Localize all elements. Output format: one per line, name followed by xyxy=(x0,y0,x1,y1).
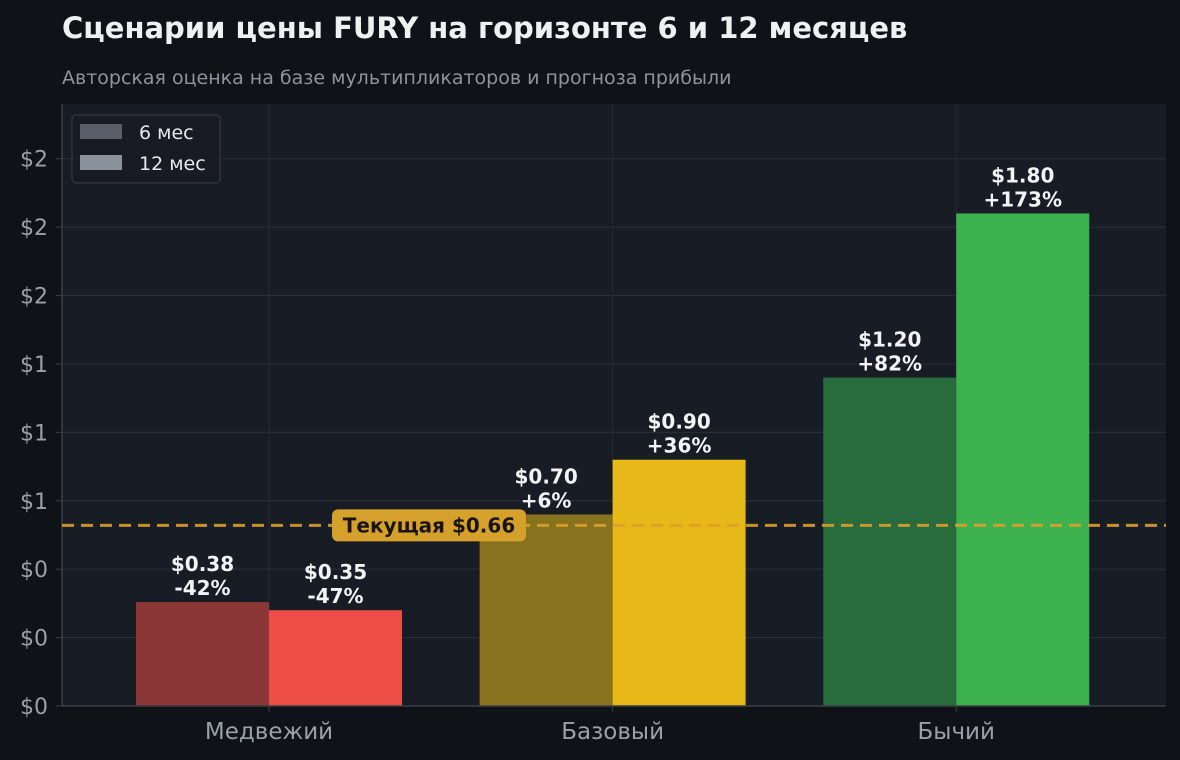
y-tick-label: $1 xyxy=(20,490,48,515)
y-tick-label: $2 xyxy=(20,148,48,173)
legend: 6 мес 12 мес xyxy=(71,114,221,184)
y-tick-label: $1 xyxy=(20,421,48,446)
category-label: Базовый xyxy=(561,719,664,745)
bar-change-label: +82% xyxy=(857,352,922,376)
bar-6m-2 xyxy=(823,377,957,706)
chart-title: Сценарии цены FURY на горизонте 6 и 12 м… xyxy=(62,11,907,45)
bar-value-label: $0.38 xyxy=(171,552,234,576)
category-label: Бычий xyxy=(918,719,995,745)
bar-6m-1 xyxy=(479,514,613,706)
bar-value-label: $0.70 xyxy=(514,464,577,488)
legend-swatch-6m xyxy=(80,124,122,139)
bar-value-label: $0.90 xyxy=(647,410,710,434)
bar-value-label: $1.80 xyxy=(991,163,1054,187)
axes: $0 $0 $0 $1 $1 $1 $2 $2 $2 Медвежий Базовый Бычий xyxy=(20,104,1166,745)
bar-12m-2 xyxy=(956,213,1090,707)
bar-value-label: $0.35 xyxy=(304,560,367,584)
y-tick-label: $0 xyxy=(20,627,48,652)
bar-change-label: +36% xyxy=(647,434,712,458)
reference-label: Текущая $0.66 xyxy=(343,513,516,537)
reference-label-box xyxy=(332,509,526,542)
bar-12m-1 xyxy=(612,459,746,706)
bar-change-label: +6% xyxy=(521,488,572,512)
legend-label: 12 мес xyxy=(139,153,206,175)
bar-6m-0 xyxy=(136,602,269,706)
bars xyxy=(136,213,1090,707)
bar-12m-0 xyxy=(269,610,402,706)
y-tick-label: $2 xyxy=(20,285,48,310)
y-tick-label: $0 xyxy=(20,558,48,583)
category-label: Медвежий xyxy=(205,719,333,745)
legend-swatch-12m xyxy=(80,155,122,170)
chart-subtitle: Авторская оценка на базе мультипликаторо… xyxy=(62,67,731,89)
value-labels: $0.38-42% $0.35-47% $0.70+6% $0.90+36% $1.20… xyxy=(171,163,1062,608)
y-tick-label: $1 xyxy=(20,353,48,378)
bar-value-label: $1.20 xyxy=(858,328,921,352)
bar-change-label: -42% xyxy=(174,576,230,600)
legend-label: 6 мес xyxy=(139,122,194,144)
reference-line-group: Текущая $0.66 xyxy=(62,509,1166,542)
y-tick-label: $2 xyxy=(20,216,48,241)
y-tick-label: $0 xyxy=(20,695,48,720)
bar-change-label: +173% xyxy=(983,187,1062,211)
bar-change-label: -47% xyxy=(307,584,363,608)
